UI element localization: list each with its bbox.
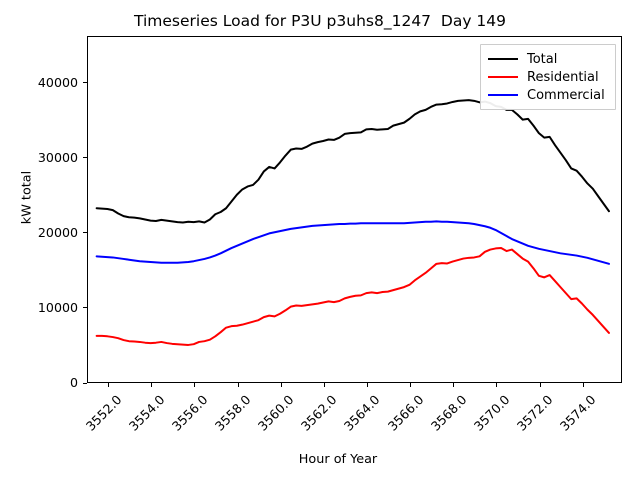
x-axis-tick: [496, 383, 498, 387]
series-line: [97, 248, 609, 345]
x-axis-tick: [539, 383, 541, 387]
x-axis-tick: [280, 383, 282, 387]
y-axis-label: kW total: [19, 170, 35, 225]
x-axis-tick: [194, 383, 196, 387]
y-axis-tick-label: 0: [69, 375, 78, 390]
series-line: [97, 221, 609, 263]
y-axis-tick-label: 20000: [37, 224, 78, 240]
y-axis-tick-label: 30000: [37, 149, 78, 165]
plot-lines: [88, 37, 623, 384]
y-axis-tick: [83, 382, 87, 384]
legend-item: Commercial: [488, 86, 608, 104]
x-axis-tick: [453, 383, 455, 387]
legend-color-swatch: [488, 76, 518, 78]
legend-color-swatch: [488, 94, 518, 96]
chart-legend: Total Residential Commercial: [480, 44, 616, 110]
x-axis-tick: [151, 383, 153, 387]
y-axis-tick: [83, 82, 87, 84]
x-axis-tick: [237, 383, 239, 387]
legend-item-label: Commercial: [527, 87, 605, 103]
y-axis-tick: [83, 307, 87, 309]
y-axis-tick-label: 10000: [37, 299, 78, 315]
legend-item-label: Total: [527, 51, 558, 67]
x-axis-tick: [582, 383, 584, 387]
chart-title: Timeseries Load for P3U p3uhs8_1247 Day …: [133, 12, 507, 30]
y-axis-tick: [83, 232, 87, 234]
x-axis-tick: [108, 383, 110, 387]
x-axis-tick: [410, 383, 412, 387]
x-axis-tick: [323, 383, 325, 387]
legend-color-swatch: [488, 58, 518, 60]
y-axis-tick-label: 40000: [37, 74, 78, 90]
x-axis-label: Hour of Year: [298, 452, 378, 467]
series-line: [97, 100, 609, 222]
x-axis-tick: [366, 383, 369, 387]
y-axis-tick: [83, 157, 87, 159]
legend-item: Total: [488, 50, 608, 68]
legend-item-label: Residential: [527, 69, 599, 85]
legend-item: Residential: [488, 68, 608, 86]
